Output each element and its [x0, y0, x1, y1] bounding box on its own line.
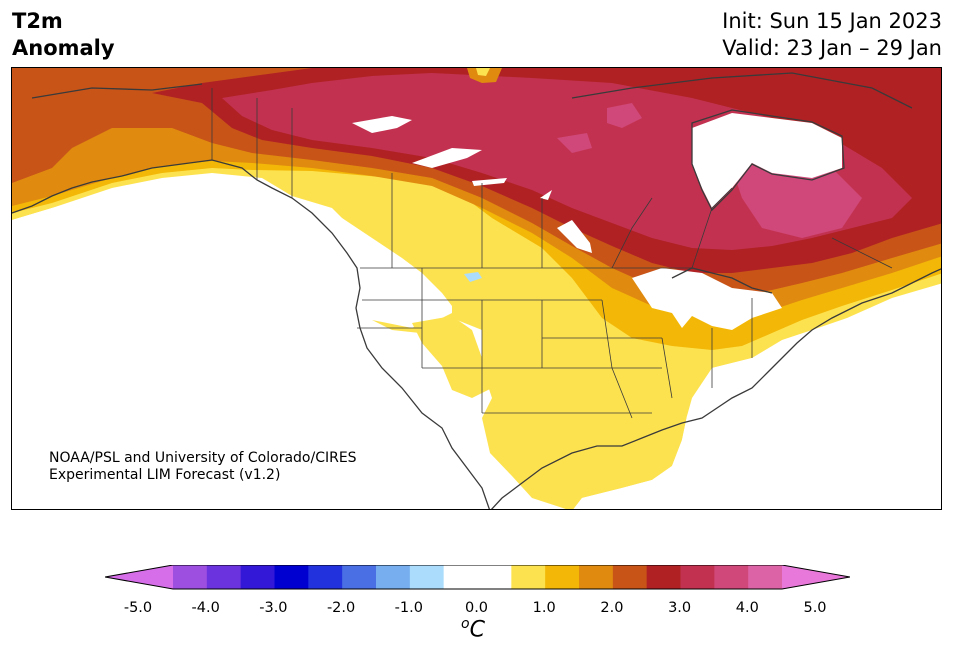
colorbar-segment: [545, 565, 580, 589]
colorbar-segment: [206, 565, 242, 589]
init-date: Init: Sun 15 Jan 2023: [722, 9, 942, 33]
colorbar-ticks: -5.0 -4.0 -3.0 -2.0 -1.0 0.0 1.0 2.0 3.0 4.0 5.0: [0, 600, 953, 620]
colorbar-segment: [646, 565, 681, 589]
colorbar-tick-label: -4.0: [191, 600, 220, 616]
colorbar-extend-low: [105, 565, 173, 589]
title-line-1: T2m: [12, 9, 63, 33]
credit-text: NOAA/PSL and University of Colorado/CIRE…: [49, 450, 357, 484]
colorbar-segment: [714, 565, 749, 589]
credit-line-2: Experimental LIM Forecast (v1.2): [49, 467, 281, 483]
political-borders: [211, 88, 893, 419]
map-title: T2m Anomaly: [12, 8, 115, 62]
colorbar-segment: [342, 565, 377, 589]
lake-2: [412, 148, 482, 168]
colorbar-segment: [511, 565, 546, 589]
colorbar-unit: oC: [461, 616, 485, 642]
cool-lake-spot: [464, 272, 482, 282]
anomaly-band-sw: [412, 316, 492, 398]
colorbar-segment: [579, 565, 614, 589]
neutral-area-pacific: [12, 308, 490, 509]
colorbar-segment: [308, 565, 343, 589]
colorbar-tick-label: -1.0: [394, 600, 423, 616]
anomaly-band-7c: [557, 133, 592, 153]
anomaly-core-yellow: [476, 68, 490, 76]
colorbar-tick-label: 3.0: [668, 600, 692, 616]
colorbar-segment: [748, 565, 783, 589]
title-line-2: Anomaly: [12, 36, 115, 60]
colorbar-segment: [409, 565, 445, 589]
colorbar-segment: [477, 565, 512, 589]
anomaly-band-7b: [607, 103, 642, 128]
colorbar-tick-label: 5.0: [803, 600, 827, 616]
credit-line-1: NOAA/PSL and University of Colorado/CIRE…: [49, 450, 357, 466]
colorbar-tick-label: 0.0: [464, 600, 489, 616]
colorbar-segment: [376, 565, 411, 589]
colorbar-tick-label: -5.0: [123, 600, 153, 616]
forecast-dates: Init: Sun 15 Jan 2023 Valid: 23 Jan – 29…: [722, 8, 942, 62]
lake-4: [540, 190, 552, 200]
lake-1: [352, 116, 412, 133]
colorbar-tick-label: 1.0: [532, 600, 556, 616]
colorbar-svg: [104, 564, 851, 590]
colorbar-segment: [173, 565, 208, 589]
colorbar-segment: [612, 565, 648, 589]
colorbar-segment: [240, 565, 275, 589]
colorbar-segment: [443, 565, 478, 589]
colorbar-extend-high: [782, 565, 850, 589]
colorbar-tick-label: 4.0: [735, 600, 759, 616]
colorbar-tick-label: -2.0: [326, 600, 356, 616]
neutral-area-west: [12, 186, 452, 509]
colorbar-tick-label: -3.0: [259, 600, 288, 616]
unit-superscript: o: [461, 616, 470, 632]
valid-dates: Valid: 23 Jan – 29 Jan: [722, 36, 942, 60]
colorbar: [104, 564, 851, 599]
neutral-area-southeast: [573, 358, 802, 509]
lake-3: [472, 178, 507, 186]
colorbar-segment: [274, 565, 309, 589]
hudson-bay: [692, 113, 842, 208]
colorbar-segment: [680, 565, 715, 589]
anomaly-map: [11, 67, 942, 510]
lake-5: [557, 220, 592, 253]
map-svg: [12, 68, 941, 509]
anomaly-band-7: [732, 158, 862, 238]
colorbar-tick-label: 2.0: [600, 600, 624, 616]
unit-base: C: [469, 617, 485, 643]
coastlines: [12, 72, 941, 509]
great-lakes: [632, 268, 782, 330]
